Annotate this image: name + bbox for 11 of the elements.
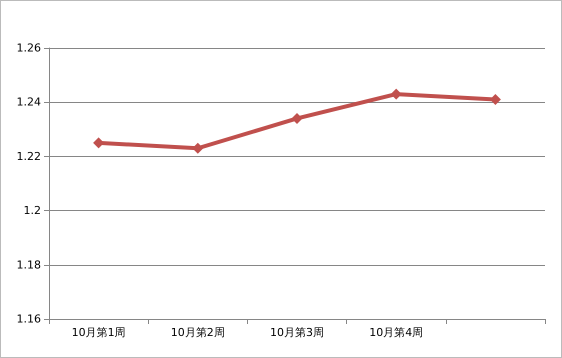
x-tick-label: 10月第3周 (270, 326, 324, 339)
x-tick-label: 10月第1周 (72, 326, 126, 339)
point (292, 112, 302, 124)
y-tick-label: 1.24 (16, 96, 41, 109)
x-tick-label: 10月第4周 (369, 326, 424, 339)
y-tick-label: 1.18 (16, 258, 41, 272)
y-tick-label: 1.22 (16, 150, 41, 163)
y-tick-label: 1.2 (24, 204, 41, 218)
y-tick-label: 1.16 (16, 312, 41, 326)
y-tick-label: 1.26 (16, 42, 41, 54)
x-tick-label: 10月第2周 (170, 326, 225, 339)
